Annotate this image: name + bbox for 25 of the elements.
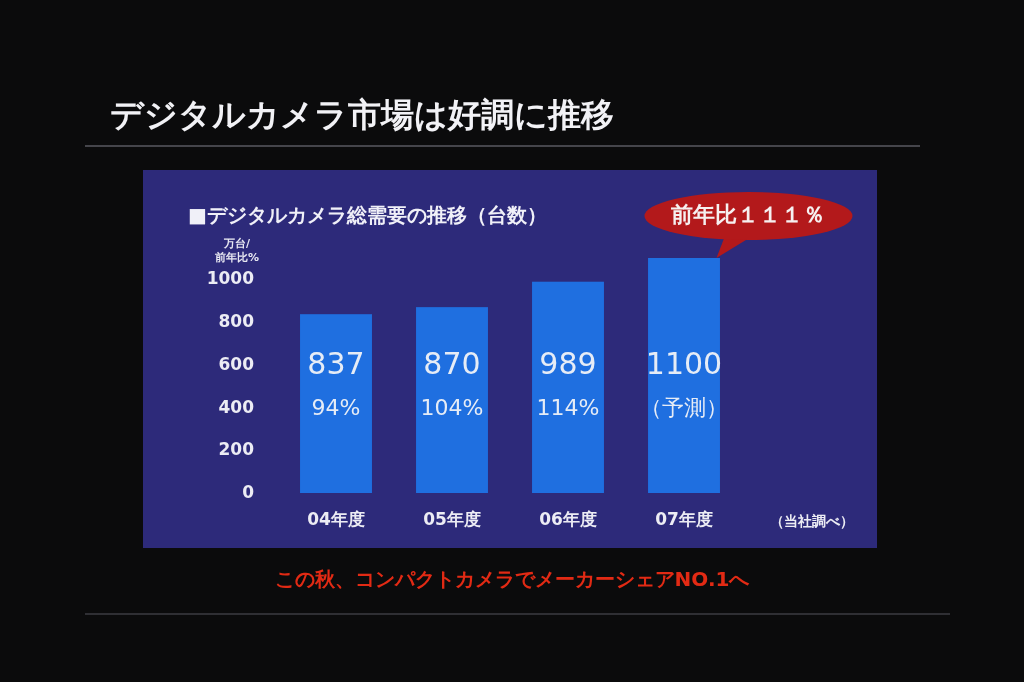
- y-tick-label: 400: [218, 396, 255, 417]
- annotation: 前年比１１１％: [670, 202, 826, 227]
- callout: 前年比１１１％: [644, 192, 853, 258]
- y-tick-label: 800: [218, 311, 255, 332]
- data-label: 870: [423, 345, 481, 381]
- annotation: 104%: [420, 395, 484, 420]
- y-tick-label: 0: [242, 482, 255, 502]
- chart-title: デジタルカメラ市場は好調に推移: [110, 95, 614, 134]
- x-tick-label: 07年度: [655, 509, 713, 529]
- x-tick-label: 05年度: [423, 509, 481, 529]
- y-axis-title: 万台/ 前年比%: [213, 237, 260, 264]
- annotation: 94%: [311, 395, 361, 420]
- data-label: 837: [307, 345, 365, 381]
- chart-subtitle: ■デジタルカメラ総需要の推移（台数）: [188, 203, 547, 227]
- data-label: 989: [539, 345, 597, 381]
- x-tick-label: 04年度: [307, 509, 365, 529]
- text: （当社調べ）: [770, 513, 854, 529]
- annotation: （予測）: [640, 395, 728, 420]
- x-tick-label: 06年度: [539, 509, 597, 529]
- text: この秋、コンパクトカメラでメーカーシェアNO.1へ: [274, 567, 751, 591]
- y-tick-label: 1000: [206, 268, 255, 289]
- y-tick-label: 600: [218, 353, 255, 374]
- y-tick-label: 200: [218, 439, 255, 460]
- data-label: 1100: [645, 345, 723, 381]
- annotation: 114%: [536, 395, 600, 420]
